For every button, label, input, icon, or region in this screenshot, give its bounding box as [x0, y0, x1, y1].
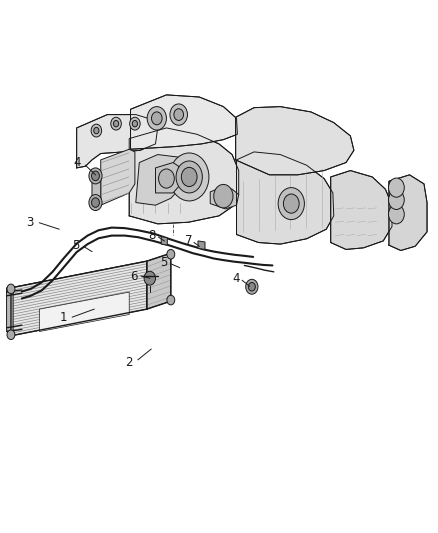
Polygon shape	[77, 115, 158, 168]
Circle shape	[89, 195, 102, 211]
Circle shape	[111, 117, 121, 130]
Polygon shape	[101, 149, 135, 205]
Polygon shape	[331, 171, 392, 249]
Circle shape	[130, 117, 140, 130]
Text: 3: 3	[26, 216, 33, 229]
Circle shape	[7, 284, 15, 294]
Polygon shape	[136, 155, 184, 205]
Circle shape	[147, 107, 166, 130]
Circle shape	[278, 188, 304, 220]
Text: 4: 4	[73, 156, 81, 169]
Polygon shape	[236, 107, 354, 175]
Text: 1: 1	[60, 311, 67, 324]
Circle shape	[89, 168, 102, 184]
Circle shape	[176, 161, 202, 193]
Circle shape	[248, 282, 255, 291]
Circle shape	[91, 124, 102, 137]
Circle shape	[246, 279, 258, 294]
Circle shape	[7, 330, 15, 340]
Polygon shape	[210, 187, 239, 209]
Polygon shape	[131, 95, 237, 149]
Polygon shape	[7, 287, 13, 335]
Circle shape	[283, 194, 299, 213]
Circle shape	[132, 120, 138, 127]
Text: 4: 4	[233, 272, 240, 285]
Circle shape	[113, 120, 119, 127]
Circle shape	[389, 190, 404, 209]
Polygon shape	[237, 152, 334, 244]
Circle shape	[389, 178, 404, 197]
Polygon shape	[147, 253, 171, 309]
Circle shape	[159, 169, 174, 188]
Text: 8: 8	[149, 229, 156, 242]
Polygon shape	[155, 163, 179, 193]
Circle shape	[167, 295, 175, 305]
Polygon shape	[11, 261, 147, 336]
Text: 2: 2	[125, 356, 133, 369]
Circle shape	[174, 109, 184, 120]
Circle shape	[92, 171, 99, 181]
Polygon shape	[198, 241, 205, 249]
Polygon shape	[11, 261, 147, 296]
Polygon shape	[92, 173, 101, 204]
Circle shape	[152, 112, 162, 125]
Text: 5: 5	[72, 239, 79, 252]
Polygon shape	[389, 175, 427, 251]
Circle shape	[167, 249, 175, 259]
Circle shape	[170, 153, 209, 201]
Circle shape	[389, 205, 404, 224]
Circle shape	[170, 104, 187, 125]
Polygon shape	[129, 128, 239, 224]
Circle shape	[144, 271, 155, 285]
Circle shape	[94, 127, 99, 134]
Circle shape	[214, 184, 233, 208]
Polygon shape	[161, 237, 167, 245]
Circle shape	[92, 198, 99, 207]
Text: 5: 5	[161, 256, 168, 269]
Text: 6: 6	[130, 270, 138, 282]
Text: 7: 7	[184, 235, 192, 247]
Circle shape	[181, 167, 197, 187]
Polygon shape	[39, 292, 129, 332]
